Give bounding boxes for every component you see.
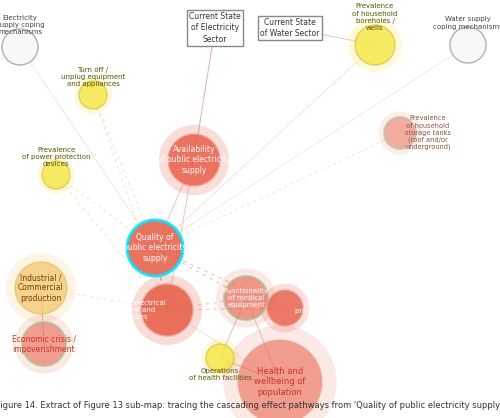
- Text: Prevalence
of power protection
devices: Prevalence of power protection devices: [22, 147, 90, 167]
- Circle shape: [267, 290, 303, 326]
- Text: Damage to electrical
equipment and
appliances: Damage to electrical equipment and appli…: [92, 300, 166, 320]
- Text: Quality of
public electricity
supply: Quality of public electricity supply: [123, 233, 187, 263]
- Text: Operations
of health facilities: Operations of health facilities: [188, 367, 252, 380]
- Circle shape: [216, 268, 276, 328]
- Circle shape: [42, 161, 70, 189]
- Circle shape: [378, 112, 422, 155]
- Text: Water supply
coping mechanisms: Water supply coping mechanisms: [433, 16, 500, 30]
- Circle shape: [355, 25, 395, 65]
- Text: Turn off /
unplug equipment
and appliances: Turn off / unplug equipment and applianc…: [61, 67, 125, 87]
- Text: Current State
of Water Sector: Current State of Water Sector: [260, 18, 320, 38]
- Circle shape: [224, 276, 268, 320]
- Circle shape: [450, 27, 486, 63]
- Text: Health and
wellbeing of
population: Health and wellbeing of population: [254, 367, 306, 397]
- Text: Economic crisis /
impoverishment: Economic crisis / impoverishment: [12, 334, 76, 354]
- Text: Operations
private facilities: Operations private facilities: [295, 301, 351, 314]
- Circle shape: [132, 275, 202, 345]
- Text: Prevalence
of household
boreholes /
wells: Prevalence of household boreholes / well…: [352, 3, 398, 31]
- Circle shape: [2, 29, 38, 65]
- Text: Electricity
supply coping
mechanisms: Electricity supply coping mechanisms: [0, 15, 44, 35]
- Text: Industrial /
Commercial
production: Industrial / Commercial production: [18, 273, 64, 303]
- Circle shape: [79, 81, 107, 109]
- Circle shape: [15, 262, 67, 314]
- Text: Availability
of public electricity
supply: Availability of public electricity suppl…: [157, 145, 231, 175]
- Text: Prevalence
of household
storage tanks
(roof and/or
underground): Prevalence of household storage tanks (r…: [405, 115, 451, 150]
- Text: Figure 14. Extract of Figure 13 sub-map: tracing the cascading effect pathways f: Figure 14. Extract of Figure 13 sub-map:…: [0, 401, 500, 410]
- Circle shape: [348, 18, 402, 72]
- Circle shape: [127, 220, 183, 276]
- Circle shape: [224, 325, 336, 418]
- Circle shape: [206, 344, 234, 372]
- Circle shape: [22, 322, 66, 366]
- Circle shape: [201, 339, 239, 377]
- Circle shape: [141, 284, 193, 336]
- Circle shape: [384, 117, 416, 149]
- Text: Current State
of Electricity
Sector: Current State of Electricity Sector: [189, 13, 241, 43]
- Circle shape: [74, 76, 112, 114]
- Circle shape: [14, 314, 74, 374]
- Circle shape: [37, 156, 75, 194]
- Circle shape: [168, 134, 220, 186]
- Circle shape: [6, 253, 76, 323]
- Circle shape: [260, 284, 310, 332]
- Circle shape: [238, 340, 322, 418]
- Text: Functionality
of medical
equipment: Functionality of medical equipment: [224, 288, 268, 308]
- Circle shape: [159, 125, 229, 195]
